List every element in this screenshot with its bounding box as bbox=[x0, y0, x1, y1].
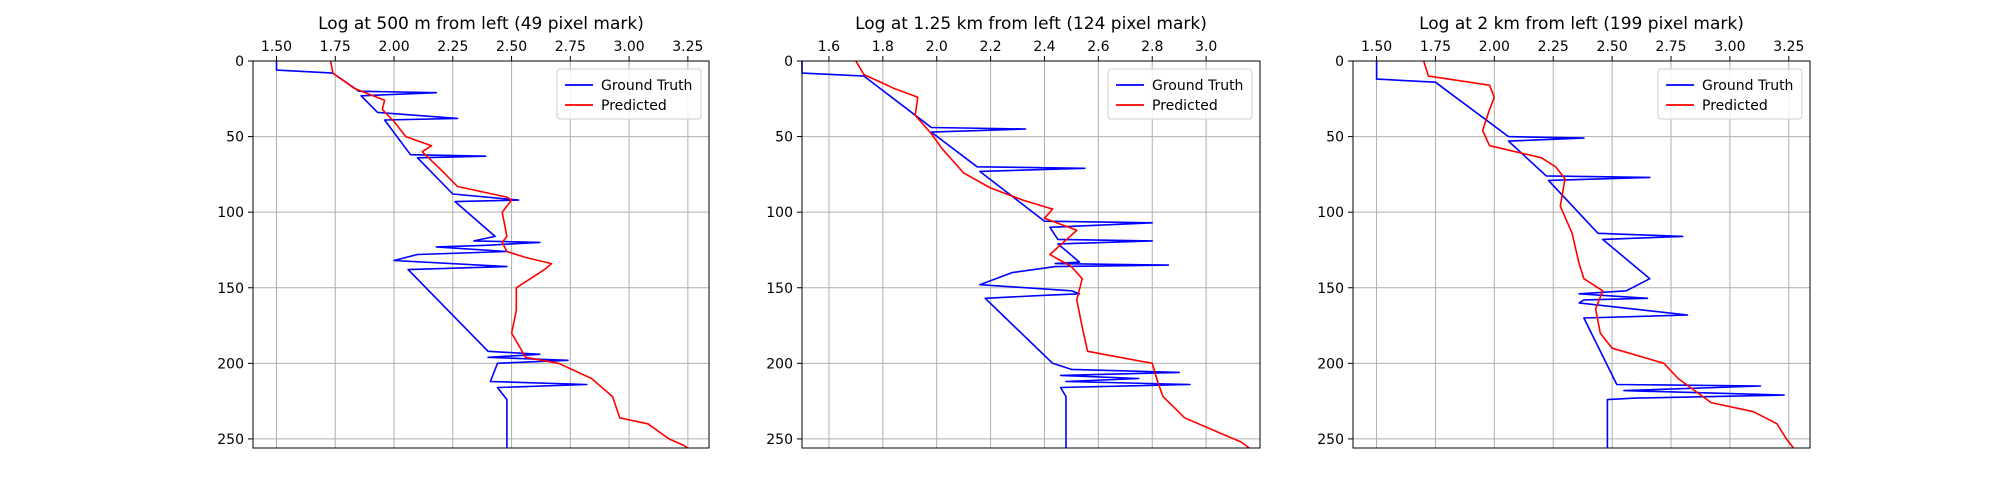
x-tick-label: 2.0 bbox=[926, 39, 948, 55]
x-tick-label: 1.75 bbox=[1420, 39, 1451, 55]
y-tick-label: 50 bbox=[1326, 130, 1344, 146]
y-tick-label: 100 bbox=[766, 205, 793, 221]
chart-panel-3: 1.50 1.75 2.00 2.25 2.50 2.75 3.00 3.25 0 50 100 15… bbox=[1317, 14, 1811, 449]
legend-entry: Ground Truth bbox=[1702, 78, 1793, 94]
series-line-predicted bbox=[1422, 60, 1795, 449]
y-tick-label: 150 bbox=[766, 281, 793, 297]
x-tick-label: 2.00 bbox=[1479, 39, 1510, 55]
legend: Ground Truth Predicted bbox=[1107, 68, 1253, 120]
legend-entry: Predicted bbox=[1152, 98, 1218, 114]
legend-box bbox=[1107, 68, 1253, 120]
legend-entry: Ground Truth bbox=[601, 78, 692, 94]
y-tick-label: 250 bbox=[217, 432, 244, 448]
x-tick-label: 2.6 bbox=[1087, 39, 1109, 55]
x-tick-label: 2.25 bbox=[437, 39, 468, 55]
x-tick-label: 2.00 bbox=[378, 39, 409, 55]
y-tick-label: 150 bbox=[217, 281, 244, 297]
plot-frame bbox=[1352, 60, 1811, 449]
x-tick-label: 3.0 bbox=[1195, 39, 1217, 55]
y-tick-label: 200 bbox=[1317, 356, 1344, 372]
legend-entry: Predicted bbox=[601, 98, 667, 114]
y-tick-label: 0 bbox=[784, 54, 793, 70]
legend: Ground Truth Predicted bbox=[1657, 68, 1803, 120]
x-tick-label: 2.2 bbox=[979, 39, 1001, 55]
y-tick-label: 150 bbox=[1317, 281, 1344, 297]
x-tick-label: 3.25 bbox=[1773, 39, 1804, 55]
chart-panel-1: 1.50 1.75 2.00 2.25 2.50 2.75 3.00 3.25 0 50 100 15… bbox=[217, 14, 710, 449]
x-tick-label: 2.8 bbox=[1141, 39, 1163, 55]
x-tick-label: 1.6 bbox=[818, 39, 840, 55]
x-tick-label: 2.75 bbox=[555, 39, 586, 55]
x-tick-label: 2.50 bbox=[1597, 39, 1628, 55]
series-line-predicted bbox=[855, 60, 1250, 449]
x-tick-label: 2.50 bbox=[496, 39, 527, 55]
x-tick-label: 1.50 bbox=[261, 39, 292, 55]
x-tick-label: 1.8 bbox=[872, 39, 894, 55]
chart-title: Log at 1.25 km from left (124 pixel mark… bbox=[855, 14, 1207, 34]
chart-panel-2: 1.6 1.8 2.0 2.2 2.4 2.6 2.8 3.0 0 50 100 150 200 250 L… bbox=[766, 14, 1261, 449]
series-line-ground-truth bbox=[1375, 61, 1785, 448]
y-tick-label: 250 bbox=[1317, 432, 1344, 448]
y-tick-label: 200 bbox=[217, 356, 244, 372]
chart-title: Log at 2 km from left (199 pixel mark) bbox=[1419, 14, 1744, 34]
y-tick-label: 100 bbox=[1317, 205, 1344, 221]
y-tick-label: 0 bbox=[235, 54, 244, 70]
plot-frame bbox=[801, 60, 1261, 449]
x-tick-label: 3.25 bbox=[672, 39, 703, 55]
series-line-predicted bbox=[329, 60, 689, 449]
y-tick-label: 250 bbox=[766, 432, 793, 448]
x-tick-label: 3.00 bbox=[613, 39, 644, 55]
legend-box bbox=[1657, 68, 1803, 120]
legend-box bbox=[556, 68, 702, 120]
chart-title: Log at 500 m from left (49 pixel mark) bbox=[318, 14, 644, 34]
y-tick-label: 50 bbox=[775, 130, 793, 146]
legend-entry: Ground Truth bbox=[1152, 78, 1243, 94]
legend: Ground Truth Predicted bbox=[556, 68, 702, 120]
x-tick-label: 2.75 bbox=[1655, 39, 1686, 55]
y-tick-label: 100 bbox=[217, 205, 244, 221]
x-tick-label: 3.00 bbox=[1714, 39, 1745, 55]
x-tick-label: 2.4 bbox=[1033, 39, 1055, 55]
plot-frame bbox=[252, 60, 710, 449]
legend-entry: Predicted bbox=[1702, 98, 1768, 114]
y-tick-label: 0 bbox=[1335, 54, 1344, 70]
x-tick-label: 1.75 bbox=[320, 39, 351, 55]
series-line-ground-truth bbox=[275, 61, 588, 448]
y-tick-label: 50 bbox=[226, 130, 244, 146]
x-tick-label: 2.25 bbox=[1538, 39, 1569, 55]
y-tick-label: 200 bbox=[766, 356, 793, 372]
series-line-ground-truth bbox=[801, 61, 1191, 448]
x-tick-label: 1.50 bbox=[1361, 39, 1392, 55]
